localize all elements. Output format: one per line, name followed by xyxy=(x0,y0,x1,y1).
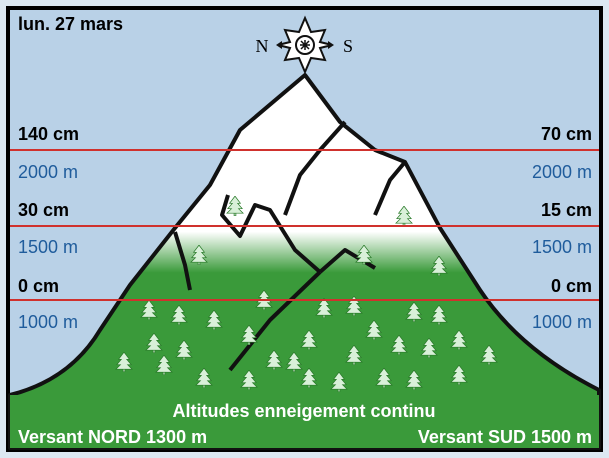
compass-north: N xyxy=(256,36,269,56)
altitude: 1500 m xyxy=(18,237,78,257)
altitude: 1000 m xyxy=(18,312,78,332)
page: lun. 27 mars N S 140 cm 2000 m 30 cm 150… xyxy=(0,0,609,458)
footer-south: Versant SUD 1500 m xyxy=(418,427,592,447)
compass-south: S xyxy=(343,36,353,56)
altitude: 1000 m xyxy=(532,312,592,332)
altitude: 2000 m xyxy=(18,162,78,182)
footer-title: Altitudes enneigement continu xyxy=(172,401,435,421)
snow-diagram: lun. 27 mars N S 140 cm 2000 m 30 cm 150… xyxy=(0,0,609,458)
south-depth: 15 cm xyxy=(541,200,592,220)
date: lun. 27 mars xyxy=(18,14,123,34)
north-depth: 140 cm xyxy=(18,124,79,144)
altitude: 2000 m xyxy=(532,162,592,182)
footer-north: Versant NORD 1300 m xyxy=(18,427,207,447)
north-depth: 30 cm xyxy=(18,200,69,220)
south-depth: 70 cm xyxy=(541,124,592,144)
north-depth: 0 cm xyxy=(18,276,59,296)
altitude: 1500 m xyxy=(532,237,592,257)
south-depth: 0 cm xyxy=(551,276,592,296)
